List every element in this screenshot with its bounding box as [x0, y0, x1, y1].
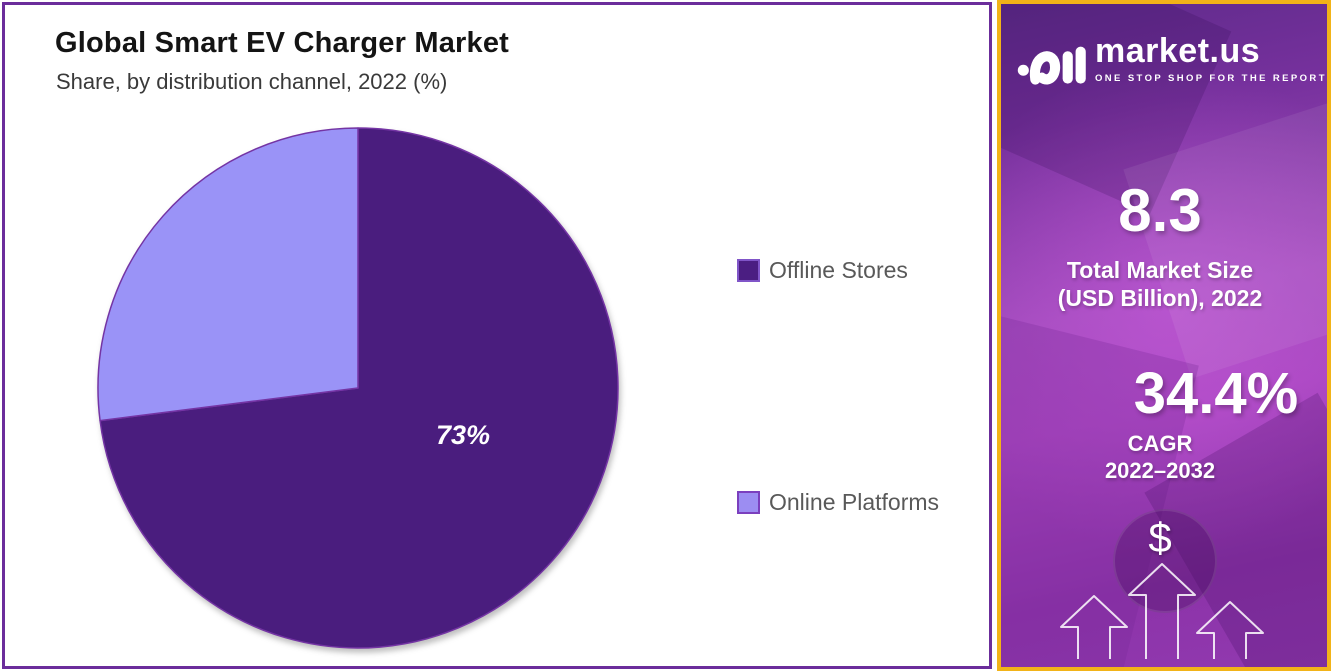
stat-cagr-label-line1: CAGR — [1127, 431, 1193, 456]
legend-item-online-platforms: Online Platforms — [737, 489, 939, 516]
growth-arrows-icon — [1060, 563, 1264, 659]
stat-cagr-label-line2: 2022–2032 — [1104, 458, 1216, 483]
stat-market-size-label-line1: Total Market Size — [1066, 257, 1254, 283]
chart-panel: Global Smart EV Charger Market Share, by… — [2, 2, 992, 669]
brand-tagline: ONE STOP SHOP FOR THE REPORTS — [1095, 73, 1331, 84]
brand-name: market.us — [1095, 32, 1261, 70]
stat-cagr-value: 34.4% — [1133, 361, 1299, 426]
stat-market-size-label: Total Market Size (USD Billion), 2022 — [1001, 256, 1319, 312]
pie-data-label: 73% — [435, 420, 491, 450]
legend-label-offline: Offline Stores — [769, 257, 908, 283]
brand-sidebar: market.us ONE STOP SHOP FOR THE REPORTS … — [997, 0, 1331, 671]
stat-cagr-label: CAGR 2022–2032 — [1001, 430, 1319, 484]
pie-chart — [97, 127, 619, 649]
legend-item-offline-stores: Offline Stores — [737, 257, 908, 284]
stat-market-size-value: 8.3 — [1118, 177, 1202, 244]
legend-marker-online-icon — [737, 491, 760, 514]
chart-title: Global Smart EV Charger Market — [55, 27, 510, 59]
legend-label-online: Online Platforms — [769, 489, 940, 515]
brand-logo: market.us ONE STOP SHOP FOR THE REPORTS — [1015, 32, 1331, 90]
pie-slice-offline-stores — [99, 127, 619, 649]
stat-market-size-label-line2: (USD Billion), 2022 — [1057, 285, 1263, 311]
pie-slice-online-platforms — [97, 127, 359, 422]
legend-marker-offline-icon — [737, 259, 760, 282]
marketus-logo-icon — [1017, 46, 1086, 85]
dollar-icon: $ — [1148, 514, 1172, 561]
chart-subtitle: Share, by distribution channel, 2022 (%) — [56, 69, 448, 94]
